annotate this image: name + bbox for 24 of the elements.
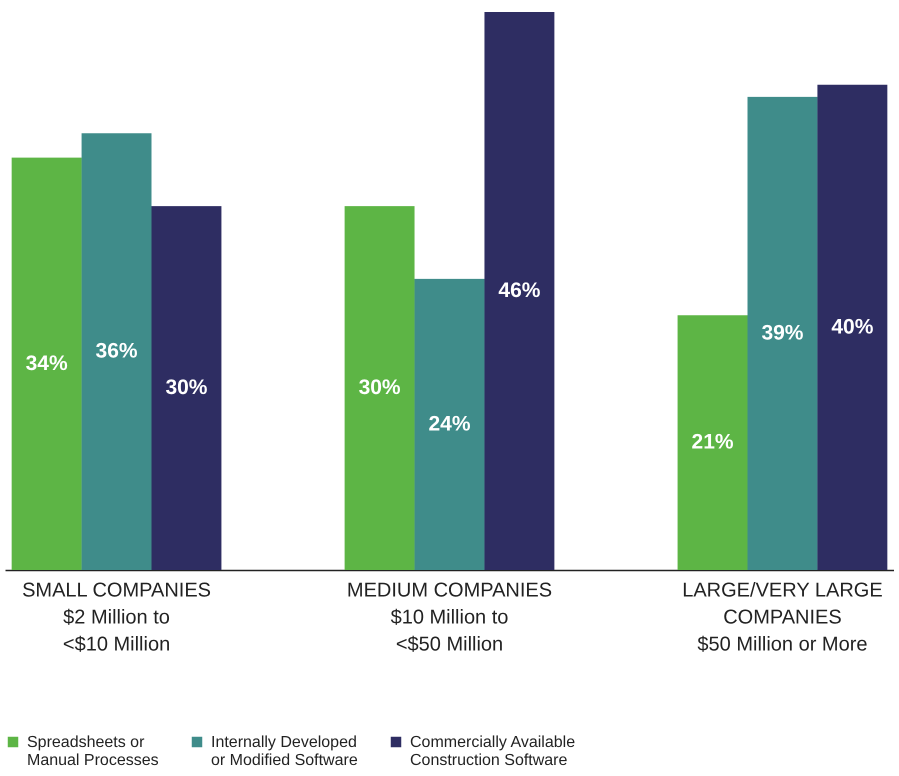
x-tick-label: SMALL COMPANIES $2 Million to <$10 Million (22, 580, 212, 656)
bar (152, 206, 222, 570)
bar (12, 158, 82, 570)
data-label: 39% (761, 321, 804, 344)
bar (748, 96, 818, 570)
data-label: 30% (358, 376, 401, 400)
bar (344, 206, 415, 570)
x-tick-label: LARGE/VERY LARGE COMPANIES $50 Million or More (682, 580, 883, 656)
bar (82, 133, 152, 570)
data-label: 24% (428, 412, 471, 436)
legend-label: Commercially Available Construction Software (410, 734, 576, 769)
data-label: 36% (96, 340, 138, 363)
legend-label: Internally Developed or Modified Software (211, 734, 358, 769)
legend-label: Spreadsheets or Manual Processes (27, 734, 159, 769)
bar (678, 315, 748, 570)
data-label: 34% (26, 352, 68, 375)
bar (414, 278, 484, 570)
x-tick-label: MEDIUM COMPANIES $10 Million to <$50 Million (346, 580, 552, 656)
bar (484, 12, 554, 570)
bar (817, 84, 888, 570)
data-label: 40% (831, 315, 874, 338)
data-label: 46% (498, 279, 541, 302)
data-label: 21% (692, 430, 734, 454)
data-label: 30% (165, 376, 208, 400)
